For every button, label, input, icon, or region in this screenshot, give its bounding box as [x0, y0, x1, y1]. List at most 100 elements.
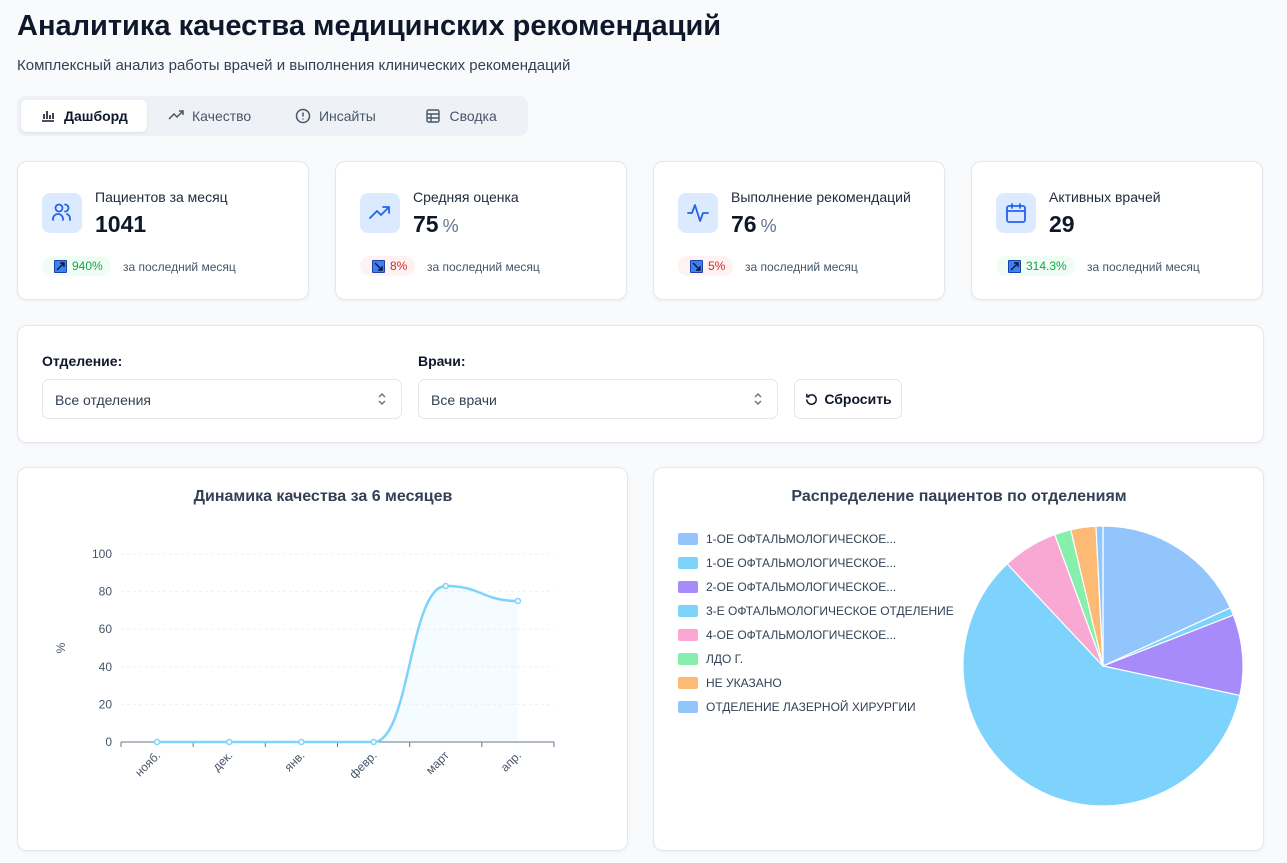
legend-swatch	[678, 605, 698, 617]
y-tick-label: 80	[99, 585, 113, 599]
kpi-change: 8%	[360, 256, 416, 276]
kpi-card: Пациентов за месяц 1041 940% за последний м…	[17, 161, 309, 300]
chart-title: Динамика качества за 6 месяцев	[194, 488, 453, 505]
y-tick-label: 20	[99, 697, 113, 711]
kpi-card: Средняя оценка 75% 8% за последний месяц	[335, 161, 627, 300]
legend-swatch	[678, 677, 698, 689]
kpi-change: 314.3%	[996, 256, 1075, 276]
filter-label: Врачи:	[418, 353, 466, 369]
point	[514, 597, 522, 605]
point	[226, 738, 233, 746]
filter-card: Отделение: Все отделения Врачи: Все врач…	[17, 325, 1264, 443]
legend-label: НЕ УКАЗАНО	[706, 676, 782, 690]
change-value: 5%	[708, 259, 726, 273]
kpi-caption: за последний месяц	[427, 260, 540, 274]
pie-slice	[962, 563, 1241, 807]
reset-icon	[806, 393, 818, 405]
trend-icon	[1008, 259, 1021, 273]
legend-swatch	[678, 533, 698, 545]
legend-label: 2-ОЕ ОФТАЛЬМОЛОГИЧЕСКОЕ...	[706, 580, 896, 594]
change-value: 314.3%	[1026, 259, 1067, 273]
select-value: Все врачи	[431, 392, 497, 408]
kpi-number: 75	[413, 211, 439, 237]
kpi-icon-box	[996, 193, 1036, 233]
trend-icon	[690, 259, 703, 273]
tab-icon	[426, 109, 441, 123]
kpi-change: 5%	[678, 256, 734, 276]
legend-label: 4-ОЕ ОФТАЛЬМОЛОГИЧЕСКОЕ...	[706, 628, 896, 642]
doctors-select[interactable]: Все врачи	[418, 379, 778, 419]
tab-icon	[168, 110, 184, 120]
reset-button[interactable]: Сбросить	[794, 379, 902, 419]
legend-label: ЛДО Г.	[706, 652, 743, 666]
change-value: 940%	[72, 259, 103, 273]
legend-swatch	[678, 557, 698, 569]
change-value: 8%	[390, 259, 408, 273]
kpi-value: 29	[1049, 211, 1075, 238]
legend-label: 3-Е ОФТАЛЬМОЛОГИЧЕСКОЕ ОТДЕЛЕНИЕ	[706, 604, 954, 618]
kpi-icon-box	[678, 193, 718, 233]
x-tick-label: дек.	[210, 748, 236, 774]
legend-swatch	[678, 629, 698, 641]
legend-swatch	[678, 653, 698, 665]
kpi-number: 1041	[95, 211, 147, 237]
y-tick-label: 100	[92, 547, 112, 561]
kpi-unit: %	[760, 216, 777, 236]
kpi-icon-box	[360, 193, 400, 233]
legend-label: 1-ОЕ ОФТАЛЬМОЛОГИЧЕСКОЕ...	[706, 556, 896, 570]
line-chart: Динамика качества за 6 месяцев 0 20 40 60 80 1…	[54, 488, 555, 781]
kpi-card: Выполнение рекомендаций 76% 5% за последний…	[653, 161, 945, 300]
tab-label: Дашборд	[64, 108, 128, 124]
y-tick-label: 60	[99, 622, 113, 636]
x-tick-label: март	[423, 748, 452, 777]
y-axis-label: %	[54, 642, 68, 653]
legend-swatch	[678, 701, 698, 713]
kpi-change: 940%	[42, 256, 111, 276]
kpi-value: 1041	[95, 211, 146, 238]
kpi-label: Пациентов за месяц	[95, 189, 228, 205]
kpi-caption: за последний месяц	[1087, 260, 1200, 274]
kpi-label: Средняя оценка	[413, 189, 519, 205]
trend-icon	[372, 259, 385, 273]
kpi-icon	[369, 206, 390, 219]
kpi-number: 76	[731, 211, 757, 237]
tab[interactable]: Сводка	[398, 100, 524, 132]
y-tick-label: 40	[99, 660, 113, 674]
kpi-icon	[687, 204, 709, 222]
point	[442, 582, 449, 590]
pie-slice	[1102, 525, 1232, 667]
x-tick-label: янв.	[281, 748, 307, 774]
select-value: Все отделения	[55, 392, 152, 408]
kpi-number: 29	[1049, 211, 1075, 237]
point	[370, 738, 377, 746]
kpi-unit: %	[442, 216, 459, 236]
chevron-icon	[378, 392, 386, 406]
kpi-label: Выполнение рекомендаций	[731, 189, 911, 205]
page-title: Аналитика качества медицинских рекоменда…	[17, 10, 722, 42]
tab[interactable]: Дашборд	[21, 100, 147, 132]
filter-label: Отделение:	[42, 353, 123, 369]
y-tick-label: 0	[105, 735, 112, 749]
tab-icon	[42, 111, 55, 122]
tab[interactable]: Инсайты	[273, 100, 399, 132]
kpi-card: Активных врачей 29 314.3% за последний меся…	[971, 161, 1263, 300]
kpi-caption: за последний месяц	[745, 260, 858, 274]
kpi-value: 76%	[731, 211, 777, 238]
line-card: Динамика качества за 6 месяцев 0 20 40 60 80 1…	[17, 467, 628, 851]
department-select[interactable]: Все отделения	[42, 379, 402, 419]
x-tick-label: апр.	[498, 748, 524, 774]
button-label: Сбросить	[824, 391, 892, 407]
legend-swatch	[678, 581, 698, 593]
point	[298, 738, 305, 746]
legend-label: 1-ОЕ ОФТАЛЬМОЛОГИЧЕСКОЕ...	[706, 532, 896, 546]
kpi-label: Активных врачей	[1049, 189, 1161, 205]
x-tick-label: нояб.	[132, 748, 163, 779]
kpi-caption: за последний месяц	[123, 260, 236, 274]
tab-label: Инсайты	[318, 108, 376, 124]
tab[interactable]: Качество	[147, 100, 273, 132]
pie-slice	[1100, 614, 1244, 697]
tab-icon	[295, 108, 311, 124]
tab-bar: Дашборд Качество Инсайты Сводка	[17, 96, 528, 136]
